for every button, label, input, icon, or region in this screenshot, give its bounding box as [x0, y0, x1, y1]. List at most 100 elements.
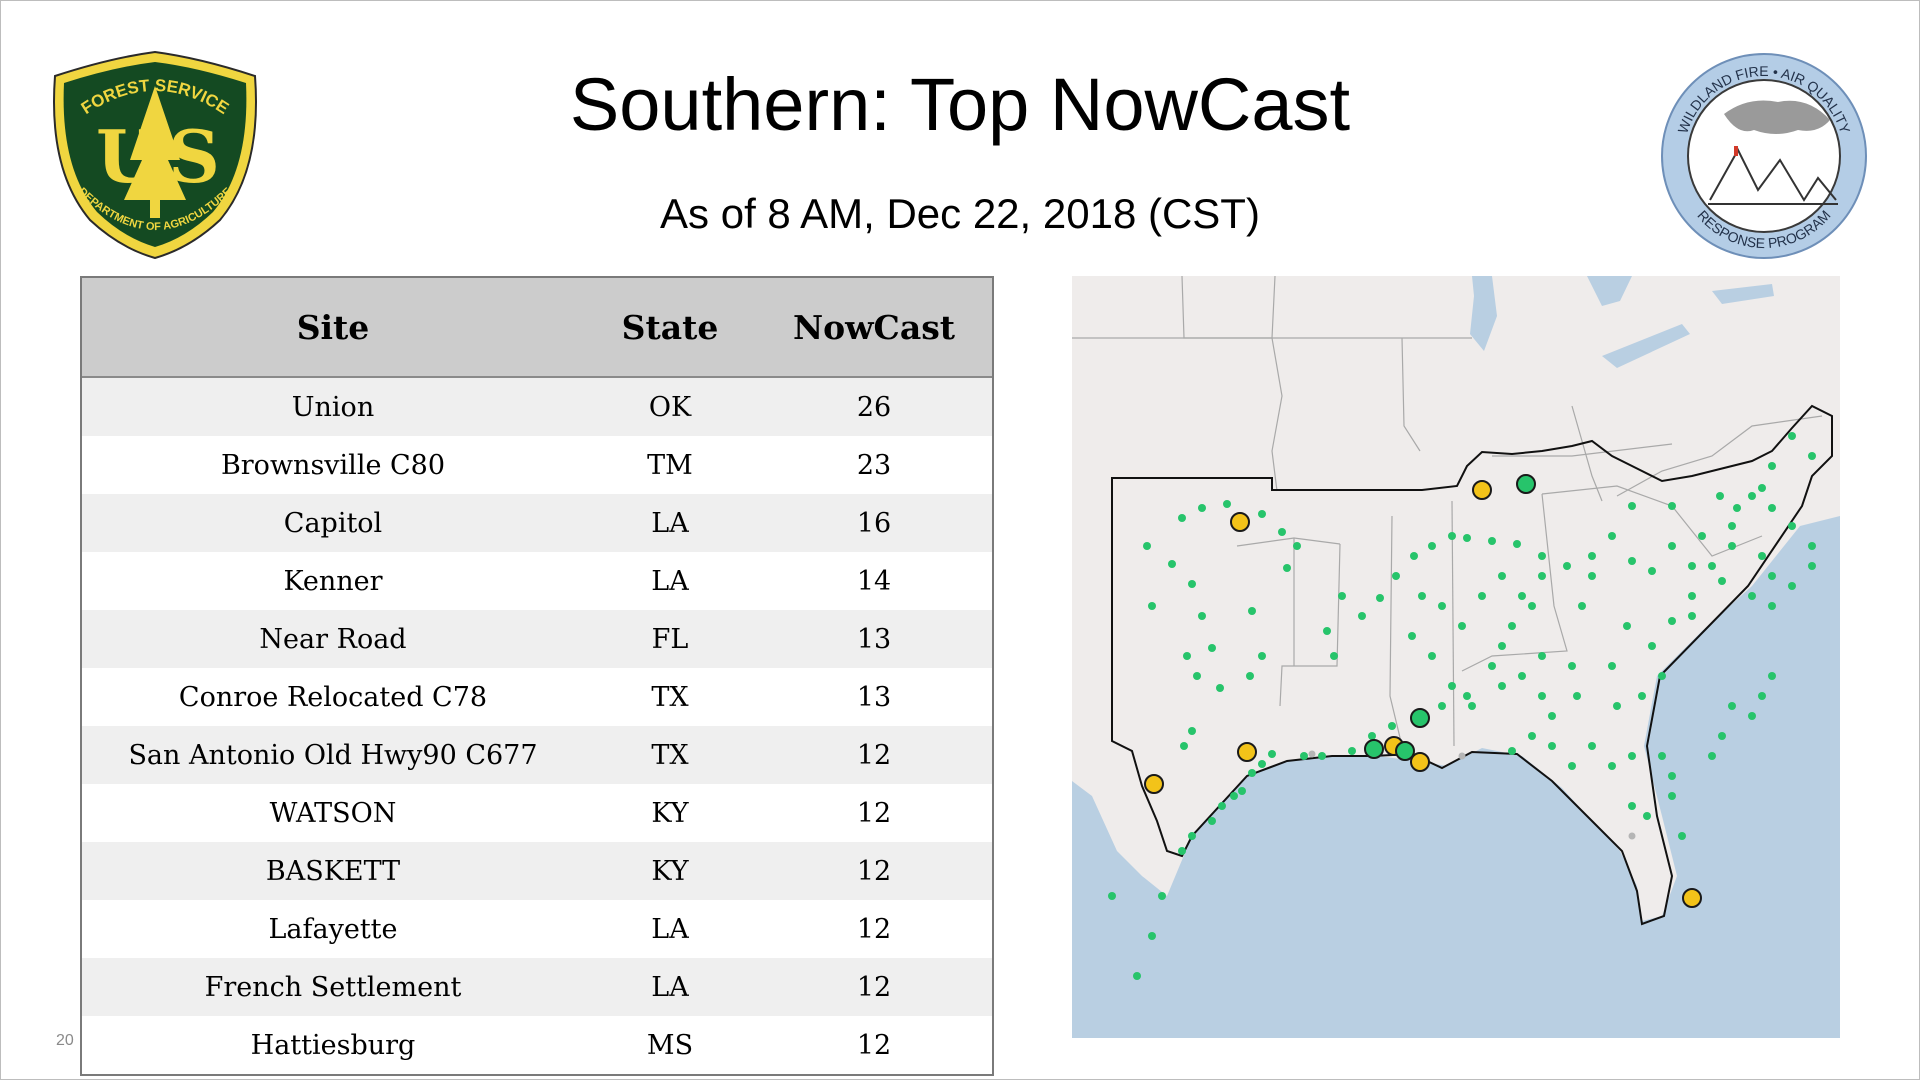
top-monitor-marker	[1364, 739, 1384, 759]
monitor-dots	[1108, 432, 1816, 980]
monitor-dot	[1188, 580, 1196, 588]
table-row: WATSON KY 12	[82, 784, 992, 842]
monitor-dot	[1508, 622, 1516, 630]
cell-site: Brownsville C80	[220, 449, 446, 481]
monitor-dot	[1588, 552, 1596, 560]
cell-site: Conroe Relocated C78	[178, 681, 488, 713]
svg-text:U: U	[96, 114, 159, 199]
monitor-dot	[1338, 592, 1346, 600]
monitor-dot	[1216, 684, 1224, 692]
monitor-dot	[1528, 602, 1536, 610]
monitor-dot	[1188, 832, 1196, 840]
monitor-dot	[1758, 484, 1766, 492]
monitor-dot-inactive	[1628, 832, 1636, 840]
cell-state: TM	[647, 449, 693, 481]
wildland-fire-air-quality-logo: WILDLAND FIRE • AIR QUALITY RESPONSE PRO…	[1661, 53, 1867, 259]
monitor-dot	[1448, 682, 1456, 690]
header-nowcast: NowCast	[756, 278, 992, 378]
lake-ontario	[1712, 284, 1774, 304]
monitor-dot	[1198, 612, 1206, 620]
monitor-dot	[1623, 622, 1631, 630]
monitor-dot	[1748, 492, 1756, 500]
monitor-dot	[1248, 769, 1256, 777]
monitor-dot	[1588, 742, 1596, 750]
monitor-dot	[1318, 752, 1326, 760]
table-row: French Settlement LA 12	[82, 958, 992, 1016]
forest-service-logo: U S FOREST SERVICE DEPARTMENT OF AGRICUL…	[53, 50, 257, 260]
cell-nowcast: 12	[856, 913, 892, 945]
monitor-dot	[1463, 692, 1471, 700]
cell-nowcast: 13	[856, 623, 892, 655]
monitor-dot	[1180, 742, 1188, 750]
monitor-dot	[1788, 432, 1796, 440]
top-monitor-marker	[1516, 474, 1536, 494]
monitor-dot	[1208, 817, 1216, 825]
monitor-dot	[1628, 752, 1636, 760]
monitor-dot	[1808, 542, 1816, 550]
monitor-dot	[1758, 552, 1766, 560]
monitor-dot	[1178, 847, 1186, 855]
monitor-dot	[1648, 642, 1656, 650]
monitor-dot	[1498, 682, 1506, 690]
monitor-dot	[1698, 532, 1706, 540]
top-monitor-marker	[1410, 752, 1430, 772]
monitor-dot	[1508, 747, 1516, 755]
lake-michigan	[1470, 276, 1497, 351]
monitor-dot	[1613, 702, 1621, 710]
monitor-dot	[1300, 752, 1308, 760]
monitor-dot	[1768, 672, 1776, 680]
monitor-dot	[1688, 592, 1696, 600]
monitor-dot	[1463, 534, 1471, 542]
monitor-dot	[1638, 692, 1646, 700]
monitor-dot	[1668, 792, 1676, 800]
monitor-dot	[1748, 712, 1756, 720]
cell-site: French Settlement	[204, 971, 462, 1003]
cell-nowcast: 14	[856, 565, 892, 597]
monitor-dot	[1708, 752, 1716, 760]
monitor-dot	[1368, 732, 1376, 740]
monitor-dot	[1418, 592, 1426, 600]
monitor-dot	[1608, 532, 1616, 540]
monitor-dot	[1468, 702, 1476, 710]
southern-region-outline	[1111, 404, 1833, 926]
monitor-dot	[1728, 542, 1736, 550]
monitor-dot	[1238, 787, 1246, 795]
monitor-dot	[1548, 712, 1556, 720]
monitor-dot	[1718, 732, 1726, 740]
monitor-dot	[1278, 528, 1286, 536]
monitor-dot	[1573, 692, 1581, 700]
cell-nowcast: 12	[856, 855, 892, 887]
page-number: 20	[56, 1032, 74, 1049]
monitor-dot	[1143, 542, 1151, 550]
cell-nowcast: 16	[856, 507, 892, 539]
header-site: Site	[82, 278, 584, 378]
cell-state: TX	[651, 681, 689, 713]
monitor-dot	[1658, 672, 1666, 680]
cell-state: LA	[651, 913, 689, 945]
cell-state: MS	[646, 1029, 694, 1061]
table-row: BASKETT KY 12	[82, 842, 992, 900]
monitor-dot	[1568, 762, 1576, 770]
monitor-dot	[1548, 742, 1556, 750]
monitor-dot	[1208, 644, 1216, 652]
monitor-dot	[1392, 572, 1400, 580]
monitor-dot	[1668, 772, 1676, 780]
monitor-dot	[1498, 572, 1506, 580]
cell-state: LA	[651, 971, 689, 1003]
monitor-dot	[1716, 492, 1724, 500]
monitor-dot	[1513, 540, 1521, 548]
monitor-dot	[1148, 602, 1156, 610]
cell-nowcast: 12	[856, 971, 892, 1003]
monitor-dot	[1668, 542, 1676, 550]
monitor-dot	[1448, 532, 1456, 540]
monitor-dot	[1788, 522, 1796, 530]
monitor-dot-inactive	[1458, 752, 1466, 760]
monitor-dot	[1668, 502, 1676, 510]
cell-site: Lafayette	[268, 913, 398, 945]
cell-nowcast: 13	[856, 681, 892, 713]
monitor-dot	[1808, 562, 1816, 570]
monitor-dot	[1218, 802, 1226, 810]
monitor-dot	[1688, 612, 1696, 620]
monitor-dot	[1578, 602, 1586, 610]
state-borders	[1072, 276, 1823, 747]
